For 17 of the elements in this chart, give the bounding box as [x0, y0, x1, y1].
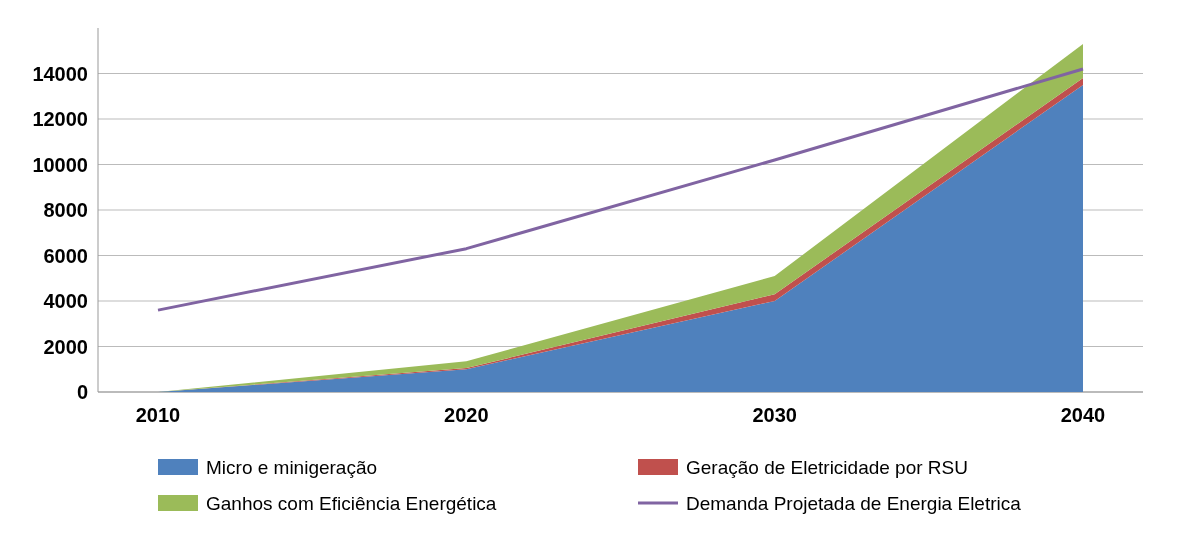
- y-tick-label: 14000: [32, 62, 88, 85]
- x-tick-label: 2010: [135, 404, 181, 426]
- x-tick-label: 2030: [752, 404, 797, 426]
- y-tick-label: 0: [76, 381, 88, 403]
- x-tick-label: 2040: [1060, 404, 1106, 426]
- legend-label: Ganhos com Eficiência Energética: [206, 492, 497, 514]
- y-tick-label: 2000: [43, 335, 88, 358]
- y-tick-label: 12000: [32, 108, 88, 130]
- y-tick-label: 4000: [43, 290, 88, 312]
- legend-label: Micro e minigeração: [206, 456, 378, 478]
- line-series: [156, 67, 1085, 312]
- y-tick-label: 6000: [43, 244, 88, 267]
- x-tick-label: 2020: [444, 404, 489, 426]
- y-tick-label: 8000: [43, 199, 88, 221]
- y-tick-label: 10000: [32, 153, 88, 176]
- legend-label: Geração de Eletricidade por RSU: [686, 456, 968, 478]
- legend-label: Demanda Projetada de Energia Eletrica: [686, 492, 1022, 514]
